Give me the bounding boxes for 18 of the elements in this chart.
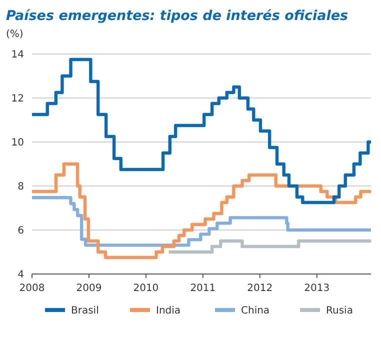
y-tick-label: 4	[18, 270, 24, 280]
y-tick-label: 10	[11, 138, 24, 148]
x-tick-label: 2012	[247, 283, 273, 294]
y-tick-label: 14	[11, 50, 24, 60]
x-tick-label: 2013	[304, 283, 330, 294]
x-tick-label: 2009	[76, 283, 102, 294]
y-tick-label: 12	[11, 94, 24, 104]
legend-label: Rusia	[326, 306, 353, 316]
x-tick-label: 2010	[133, 283, 159, 294]
y-tick-label: 8	[18, 182, 24, 192]
x-tick-label: 2011	[190, 283, 216, 294]
x-tick-label: 2008	[19, 283, 45, 294]
legend-label: India	[156, 306, 181, 316]
chart-title: Países emergentes: tipos de interés oficiales	[6, 8, 348, 24]
y-axis-title: (%)	[6, 29, 24, 40]
legend-label: China	[241, 306, 270, 316]
legend-label: Brasil	[71, 306, 99, 316]
y-tick-label: 6	[18, 226, 24, 236]
